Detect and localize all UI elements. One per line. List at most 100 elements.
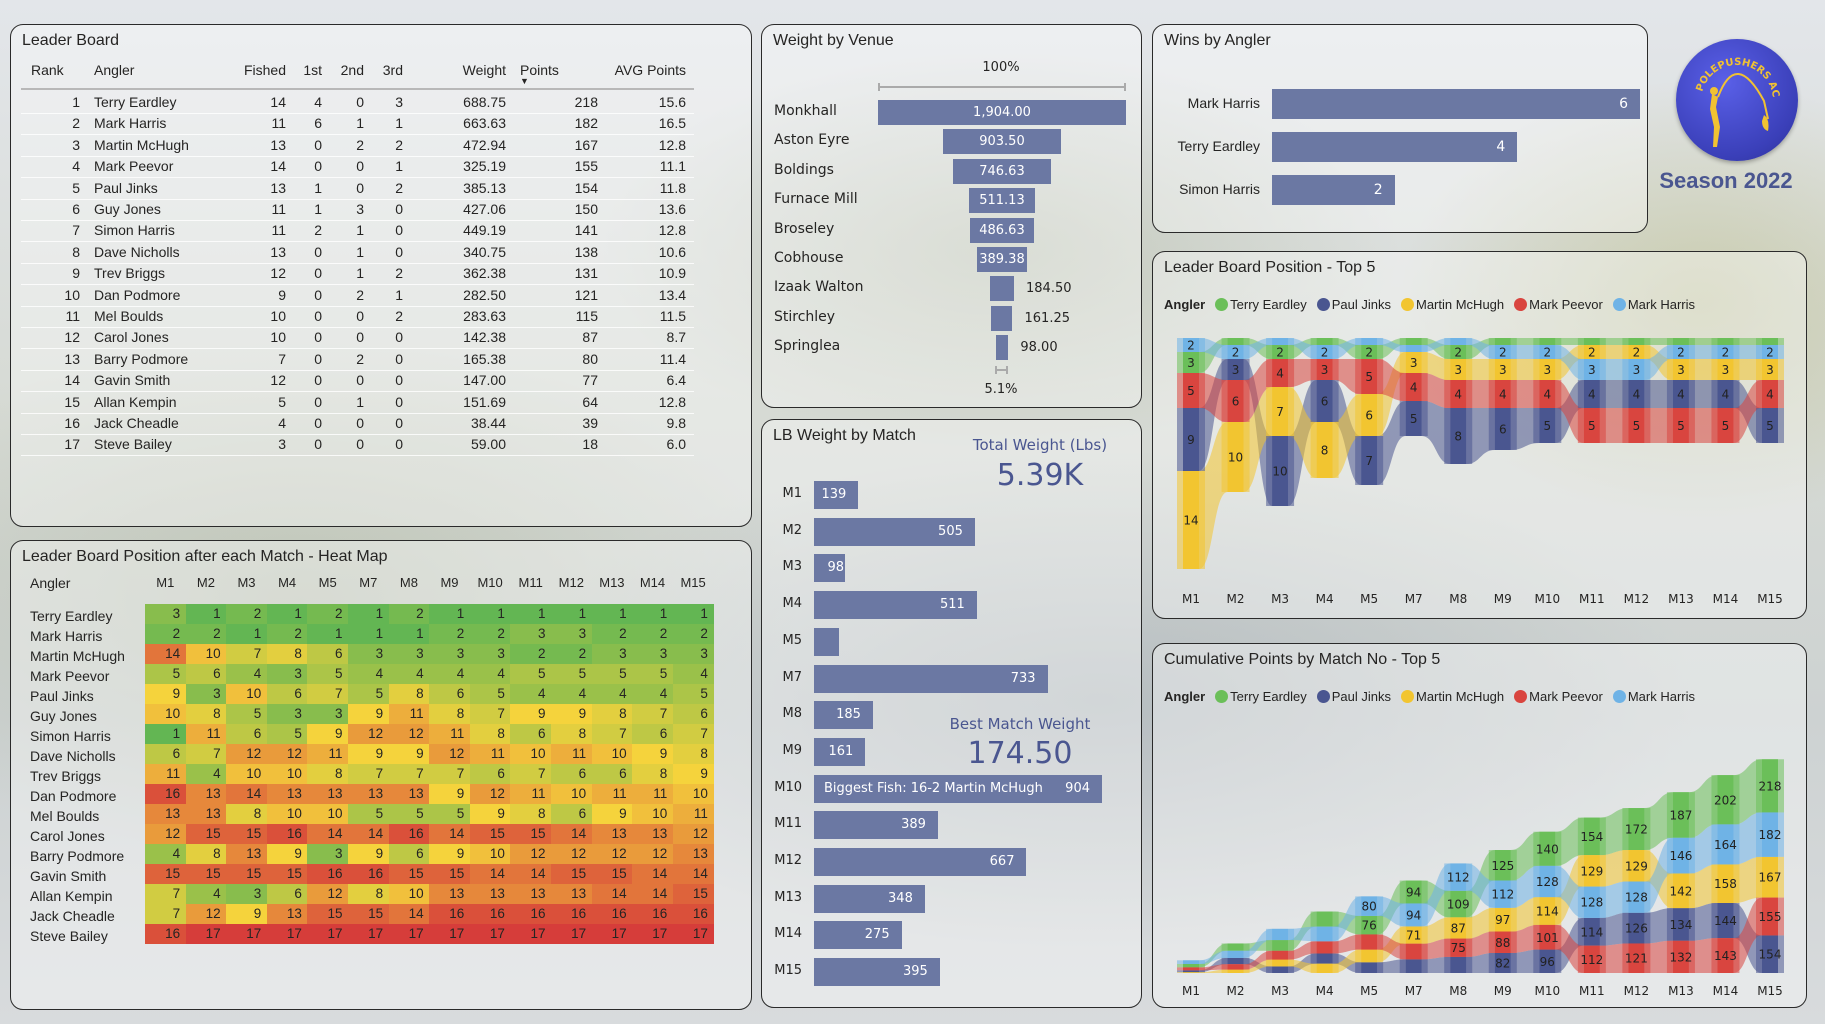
segment-mark-peevor[interactable] [1672, 940, 1689, 973]
segment-martin-mchugh[interactable] [1583, 855, 1600, 887]
segment-terry-eardley[interactable] [1583, 817, 1600, 856]
segment-mark-peevor[interactable] [1762, 897, 1778, 936]
legend-item-martin-mchugh[interactable]: Martin McHugh [1401, 689, 1504, 704]
segment-mark-peevor[interactable] [1272, 950, 1289, 960]
segment-martin-mchugh[interactable] [1183, 471, 1199, 569]
segment-martin-mchugh[interactable] [1450, 359, 1467, 380]
match-bar[interactable] [814, 811, 938, 840]
segment-mark-peevor[interactable] [1583, 408, 1600, 443]
segment-terry-eardley[interactable] [1450, 890, 1467, 918]
segment-martin-mchugh[interactable] [1316, 963, 1333, 973]
column-header-2nd[interactable]: 2nd [340, 62, 364, 78]
legend-item-paul-jinks[interactable]: Paul Jinks [1316, 297, 1391, 312]
segment-paul-jinks[interactable] [1672, 380, 1689, 408]
segment-martin-mchugh[interactable] [1494, 359, 1511, 380]
legend-item-martin-mchugh[interactable]: Martin McHugh [1401, 297, 1504, 312]
segment-terry-eardley[interactable] [1628, 338, 1645, 345]
legend-item-mark-harris[interactable]: Mark Harris [1612, 297, 1695, 312]
segment-mark-peevor[interactable] [1227, 964, 1244, 970]
segment-mark-peevor[interactable] [1539, 380, 1556, 408]
segment-martin-mchugh[interactable] [1539, 897, 1556, 925]
legend-item-mark-harris[interactable]: Mark Harris [1612, 689, 1695, 704]
segment-mark-harris[interactable] [1450, 863, 1467, 891]
segment-mark-peevor[interactable] [1316, 941, 1333, 954]
segment-paul-jinks[interactable] [1717, 380, 1734, 408]
match-bar[interactable] [814, 664, 1048, 693]
segment-paul-jinks[interactable] [1316, 953, 1333, 964]
segment-terry-eardley[interactable] [1316, 338, 1333, 345]
segment-mark-peevor[interactable] [1405, 943, 1422, 960]
segment-mark-harris[interactable] [1183, 338, 1199, 352]
segment-mark-peevor[interactable] [1361, 934, 1378, 950]
segment-mark-peevor[interactable] [1183, 373, 1199, 408]
segment-martin-mchugh[interactable] [1450, 917, 1467, 939]
segment-martin-mchugh[interactable] [1272, 387, 1289, 436]
segment-mark-harris[interactable] [1494, 880, 1511, 908]
segment-martin-mchugh[interactable] [1494, 907, 1511, 932]
segment-mark-peevor[interactable] [1316, 359, 1333, 380]
column-header-points[interactable]: Points [520, 62, 559, 78]
segment-terry-eardley[interactable] [1762, 759, 1778, 813]
segment-paul-jinks[interactable] [1183, 970, 1199, 973]
legend-item-terry-eardley[interactable]: Terry Eardley [1215, 297, 1307, 312]
segment-mark-harris[interactable] [1628, 359, 1645, 380]
venue-bar[interactable] [878, 100, 1126, 125]
segment-mark-peevor[interactable] [1583, 945, 1600, 973]
segment-mark-harris[interactable] [1539, 865, 1556, 898]
segment-mark-harris[interactable] [1405, 903, 1422, 927]
segment-martin-mchugh[interactable] [1405, 352, 1422, 373]
segment-paul-jinks[interactable] [1583, 917, 1600, 946]
segment-martin-mchugh[interactable] [1672, 359, 1689, 380]
segment-martin-mchugh[interactable] [1717, 864, 1734, 903]
segment-mark-harris[interactable] [1628, 881, 1645, 913]
segment-mark-harris[interactable] [1494, 345, 1511, 359]
segment-paul-jinks[interactable] [1539, 408, 1556, 443]
segment-mark-peevor[interactable] [1183, 967, 1199, 971]
segment-martin-mchugh[interactable] [1583, 345, 1600, 359]
segment-mark-peevor[interactable] [1405, 373, 1422, 401]
segment-mark-harris[interactable] [1316, 345, 1333, 359]
segment-terry-eardley[interactable] [1183, 352, 1199, 373]
segment-mark-harris[interactable] [1717, 345, 1734, 359]
column-header-3rd[interactable]: 3rd [382, 62, 403, 78]
segment-paul-jinks[interactable] [1316, 380, 1333, 422]
segment-martin-mchugh[interactable] [1272, 959, 1289, 967]
segment-martin-mchugh[interactable] [1361, 394, 1378, 436]
segment-mark-peevor[interactable] [1494, 931, 1511, 953]
segment-martin-mchugh[interactable] [1762, 359, 1778, 380]
segment-martin-mchugh[interactable] [1227, 969, 1244, 973]
segment-paul-jinks[interactable] [1762, 935, 1778, 973]
match-bar[interactable] [814, 884, 925, 913]
segment-mark-harris[interactable] [1361, 896, 1378, 916]
segment-terry-eardley[interactable] [1539, 831, 1556, 866]
column-header-angler[interactable]: Angler [94, 62, 135, 78]
segment-paul-jinks[interactable] [1227, 957, 1244, 965]
column-header-rank[interactable]: Rank [31, 62, 64, 78]
segment-mark-peevor[interactable] [1539, 924, 1556, 950]
segment-martin-mchugh[interactable] [1316, 422, 1333, 478]
match-bar[interactable] [814, 591, 977, 620]
venue-bar[interactable] [991, 305, 1013, 331]
segment-paul-jinks[interactable] [1494, 408, 1511, 450]
segment-mark-harris[interactable] [1583, 886, 1600, 918]
segment-mark-peevor[interactable] [1450, 380, 1467, 408]
column-header-1st[interactable]: 1st [303, 62, 322, 78]
segment-martin-mchugh[interactable] [1227, 422, 1244, 492]
segment-mark-harris[interactable] [1672, 345, 1689, 359]
segment-mark-harris[interactable] [1762, 345, 1778, 359]
segment-terry-eardley[interactable] [1361, 915, 1378, 935]
match-bar[interactable] [814, 848, 1027, 876]
segment-martin-mchugh[interactable] [1717, 359, 1734, 380]
segment-mark-peevor[interactable] [1450, 938, 1467, 957]
segment-mark-harris[interactable] [1672, 837, 1689, 874]
segment-mark-harris[interactable] [1762, 812, 1778, 857]
segment-paul-jinks[interactable] [1672, 908, 1689, 941]
segment-paul-jinks[interactable] [1183, 408, 1199, 471]
match-bar[interactable] [814, 921, 902, 950]
segment-martin-mchugh[interactable] [1361, 949, 1378, 963]
segment-paul-jinks[interactable] [1405, 959, 1422, 973]
venue-bar[interactable] [995, 335, 1009, 361]
segment-paul-jinks[interactable] [1717, 902, 1734, 939]
segment-terry-eardley[interactable] [1628, 808, 1645, 851]
segment-terry-eardley[interactable] [1672, 792, 1689, 838]
